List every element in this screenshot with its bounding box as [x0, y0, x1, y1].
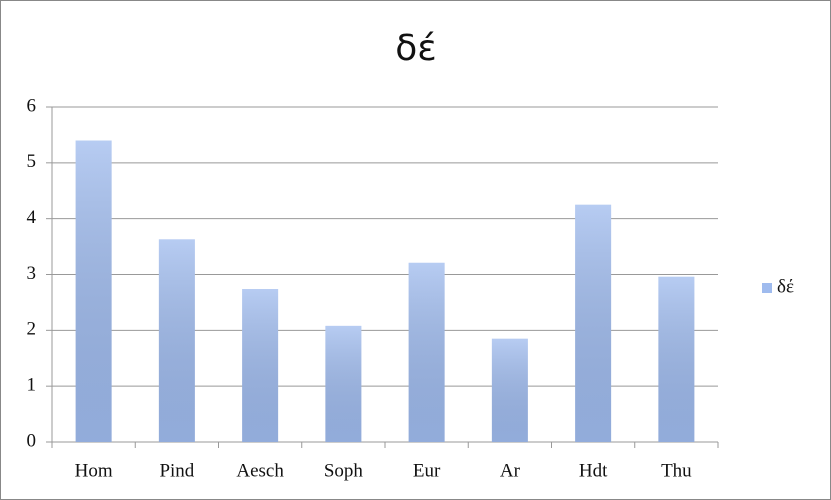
x-tick-label: Hdt: [579, 460, 608, 481]
x-tick-label: Thu: [661, 460, 692, 481]
bar-shade: [658, 276, 695, 442]
y-tick-label: 6: [27, 95, 37, 116]
x-tick-label: Hom: [75, 460, 113, 481]
x-tick-label: Pind: [159, 460, 194, 481]
legend-label: δέ: [777, 276, 794, 297]
y-tick-label: 3: [27, 263, 37, 284]
y-tick-label: 0: [27, 430, 37, 451]
y-tick-label: 5: [27, 151, 37, 172]
bar-shade: [158, 239, 195, 442]
x-tick-label: Aesch: [236, 460, 284, 481]
y-tick-label: 1: [27, 375, 37, 396]
bar-shade: [408, 262, 445, 442]
chart-title: δέ: [395, 28, 436, 69]
bar-shade: [491, 338, 528, 442]
legend-swatch: [762, 283, 772, 293]
x-tick-label: Ar: [500, 460, 521, 481]
bar-shade: [575, 204, 612, 442]
y-tick-label: 4: [27, 207, 37, 228]
x-tick-label: Eur: [413, 460, 441, 481]
y-tick-label: 2: [27, 319, 37, 340]
x-tick-label: Soph: [324, 460, 364, 481]
bar-shade: [325, 325, 362, 442]
bar-shade: [75, 140, 112, 442]
bar-shade: [242, 289, 279, 442]
